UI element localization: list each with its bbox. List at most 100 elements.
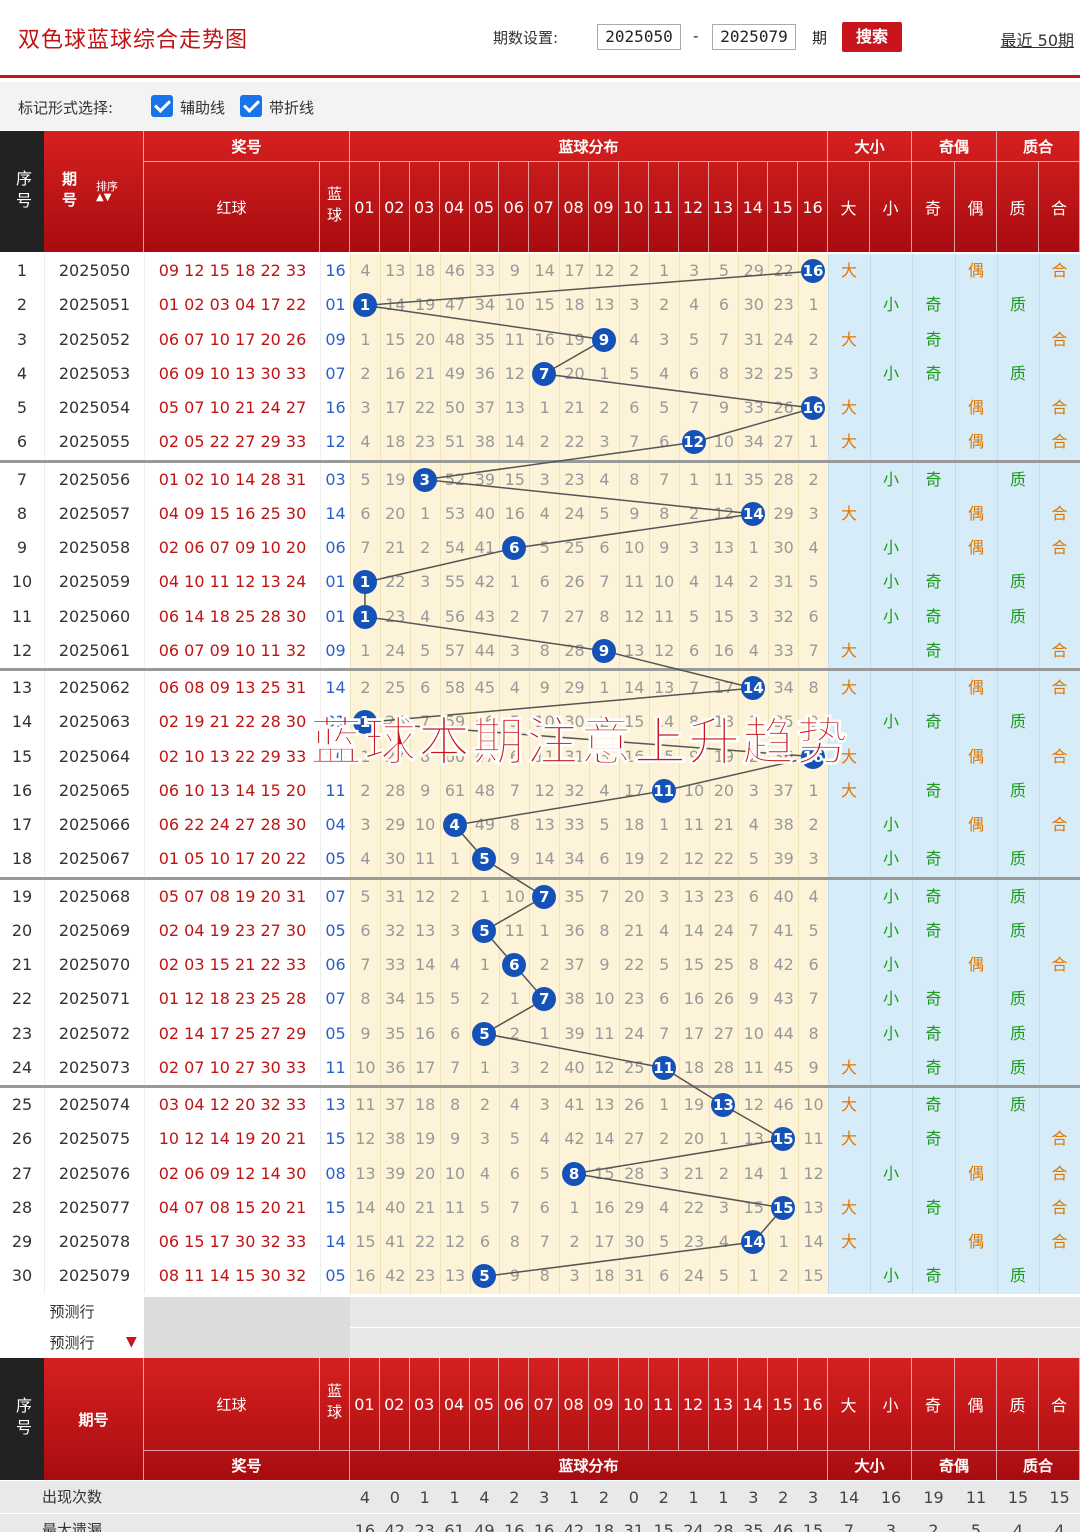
footer-sub-0: 大	[828, 1358, 870, 1450]
miss-value: 29	[618, 1190, 649, 1225]
miss-value: 32	[768, 599, 799, 634]
stats-value: 35	[743, 1520, 764, 1532]
footer-sub-1: 小	[870, 1358, 912, 1450]
stats-value: 61	[444, 1520, 465, 1532]
predict-input-area[interactable]	[144, 1327, 350, 1359]
miss-value: 38	[559, 982, 589, 1017]
attr-bg	[997, 1156, 1039, 1191]
miss-value: 6	[708, 288, 739, 323]
miss-value: 31	[738, 322, 769, 357]
period-from-input[interactable]: 2025050	[597, 24, 681, 50]
miss-value: 29	[379, 808, 410, 843]
miss-value: 2	[798, 462, 828, 497]
attr-bg	[997, 948, 1039, 983]
row-issue: 2025054	[44, 391, 144, 426]
miss-value: 32	[738, 356, 769, 391]
attr-bg	[997, 1122, 1039, 1157]
miss-value: 30	[768, 531, 799, 566]
miss-value: 16	[499, 496, 530, 531]
attr-bg	[870, 462, 912, 497]
attr-bg	[1039, 842, 1080, 877]
miss-value: 2	[469, 1088, 500, 1123]
miss-value: 13	[678, 879, 709, 914]
parity-mark: 奇	[925, 989, 942, 1009]
period-to-input[interactable]: 2025079	[712, 24, 796, 50]
miss-value: 32	[379, 913, 410, 948]
stats-value: 5	[970, 1520, 982, 1532]
miss-value: 8	[589, 913, 619, 948]
predict-input-area[interactable]	[144, 1296, 350, 1328]
size-mark: 小	[882, 1163, 899, 1183]
miss-value: 39	[379, 1156, 410, 1191]
miss-value: 6	[648, 425, 679, 460]
blue-ball: 15	[771, 1195, 796, 1220]
attr-bg	[997, 773, 1039, 808]
fold-line-checkbox[interactable]	[240, 95, 262, 117]
miss-value: 61	[439, 773, 470, 808]
miss-value: 39	[768, 842, 799, 877]
miss-value: 11	[738, 1050, 769, 1085]
sort-button[interactable]: 排序	[96, 180, 118, 193]
size-mark: 小	[882, 849, 899, 869]
attr-bg	[1039, 948, 1080, 983]
attr-bg	[870, 913, 912, 948]
miss-value: 5	[439, 982, 470, 1017]
recent-link[interactable]: 最近 50期	[1000, 31, 1074, 50]
miss-value: 12	[798, 1156, 828, 1191]
attr-bg	[1039, 633, 1080, 668]
attr-bg	[912, 356, 955, 391]
size-mark: 大	[840, 746, 857, 766]
miss-value: 7	[529, 599, 560, 634]
miss-value: 57	[439, 633, 470, 668]
row-blue: 11	[320, 1050, 350, 1085]
attr-bg	[828, 1190, 870, 1225]
attr-bg	[870, 773, 912, 808]
miss-value: 6	[678, 633, 709, 668]
footer-prime: 质合	[997, 1450, 1080, 1480]
row-blue: 07	[320, 879, 350, 914]
prime-mark: 合	[1051, 815, 1068, 835]
miss-value: 25	[559, 531, 589, 566]
blue-ball: 13	[711, 1093, 736, 1118]
aux-line-checkbox[interactable]	[151, 95, 173, 117]
miss-value: 6	[350, 913, 380, 948]
blue-ball: 5	[472, 1021, 497, 1046]
miss-value: 47	[469, 739, 500, 774]
miss-value: 13	[589, 288, 619, 323]
search-button[interactable]: 搜索	[842, 22, 902, 52]
miss-value: 11	[678, 808, 709, 843]
miss-value: 29	[768, 496, 799, 531]
arrow-down-icon: ▼	[126, 1333, 137, 1350]
prime-mark: 合	[1051, 640, 1068, 660]
header-issue: 期号	[44, 131, 144, 252]
attr-bg	[997, 982, 1039, 1017]
miss-value: 26	[379, 705, 410, 740]
miss-value: 12	[618, 599, 649, 634]
parity-mark: 奇	[925, 572, 942, 592]
attr-bg	[912, 982, 955, 1017]
row-issue: 2025067	[44, 842, 144, 877]
miss-value: 2	[678, 496, 709, 531]
header-blue: 蓝球	[320, 162, 350, 252]
attr-bg	[1039, 739, 1080, 774]
prime-mark: 合	[1051, 746, 1068, 766]
blue-ball: 16	[801, 259, 826, 284]
footer-issue: 期号	[44, 1358, 144, 1480]
miss-value: 31	[559, 739, 589, 774]
row-seq: 27	[0, 1156, 44, 1191]
header-num-16: 16	[798, 162, 828, 252]
miss-value: 40	[469, 496, 500, 531]
miss-value: 4	[499, 671, 530, 706]
period-unit: 期	[812, 29, 828, 47]
miss-value: 15	[738, 1190, 769, 1225]
attr-bg	[828, 599, 870, 634]
size-mark: 小	[882, 920, 899, 940]
row-red: 05 07 08 19 20 31	[144, 879, 320, 914]
footer-parity: 奇偶	[912, 1450, 997, 1480]
miss-value: 40	[768, 879, 799, 914]
table-row: 12 2025061 06 07 09 10 11 32 09 1 24 5 57 44 3 8 28…	[0, 633, 1080, 668]
miss-value: 43	[469, 599, 500, 634]
miss-value: 43	[768, 982, 799, 1017]
miss-value: 33	[768, 633, 799, 668]
prime-mark: 质	[1009, 363, 1026, 383]
